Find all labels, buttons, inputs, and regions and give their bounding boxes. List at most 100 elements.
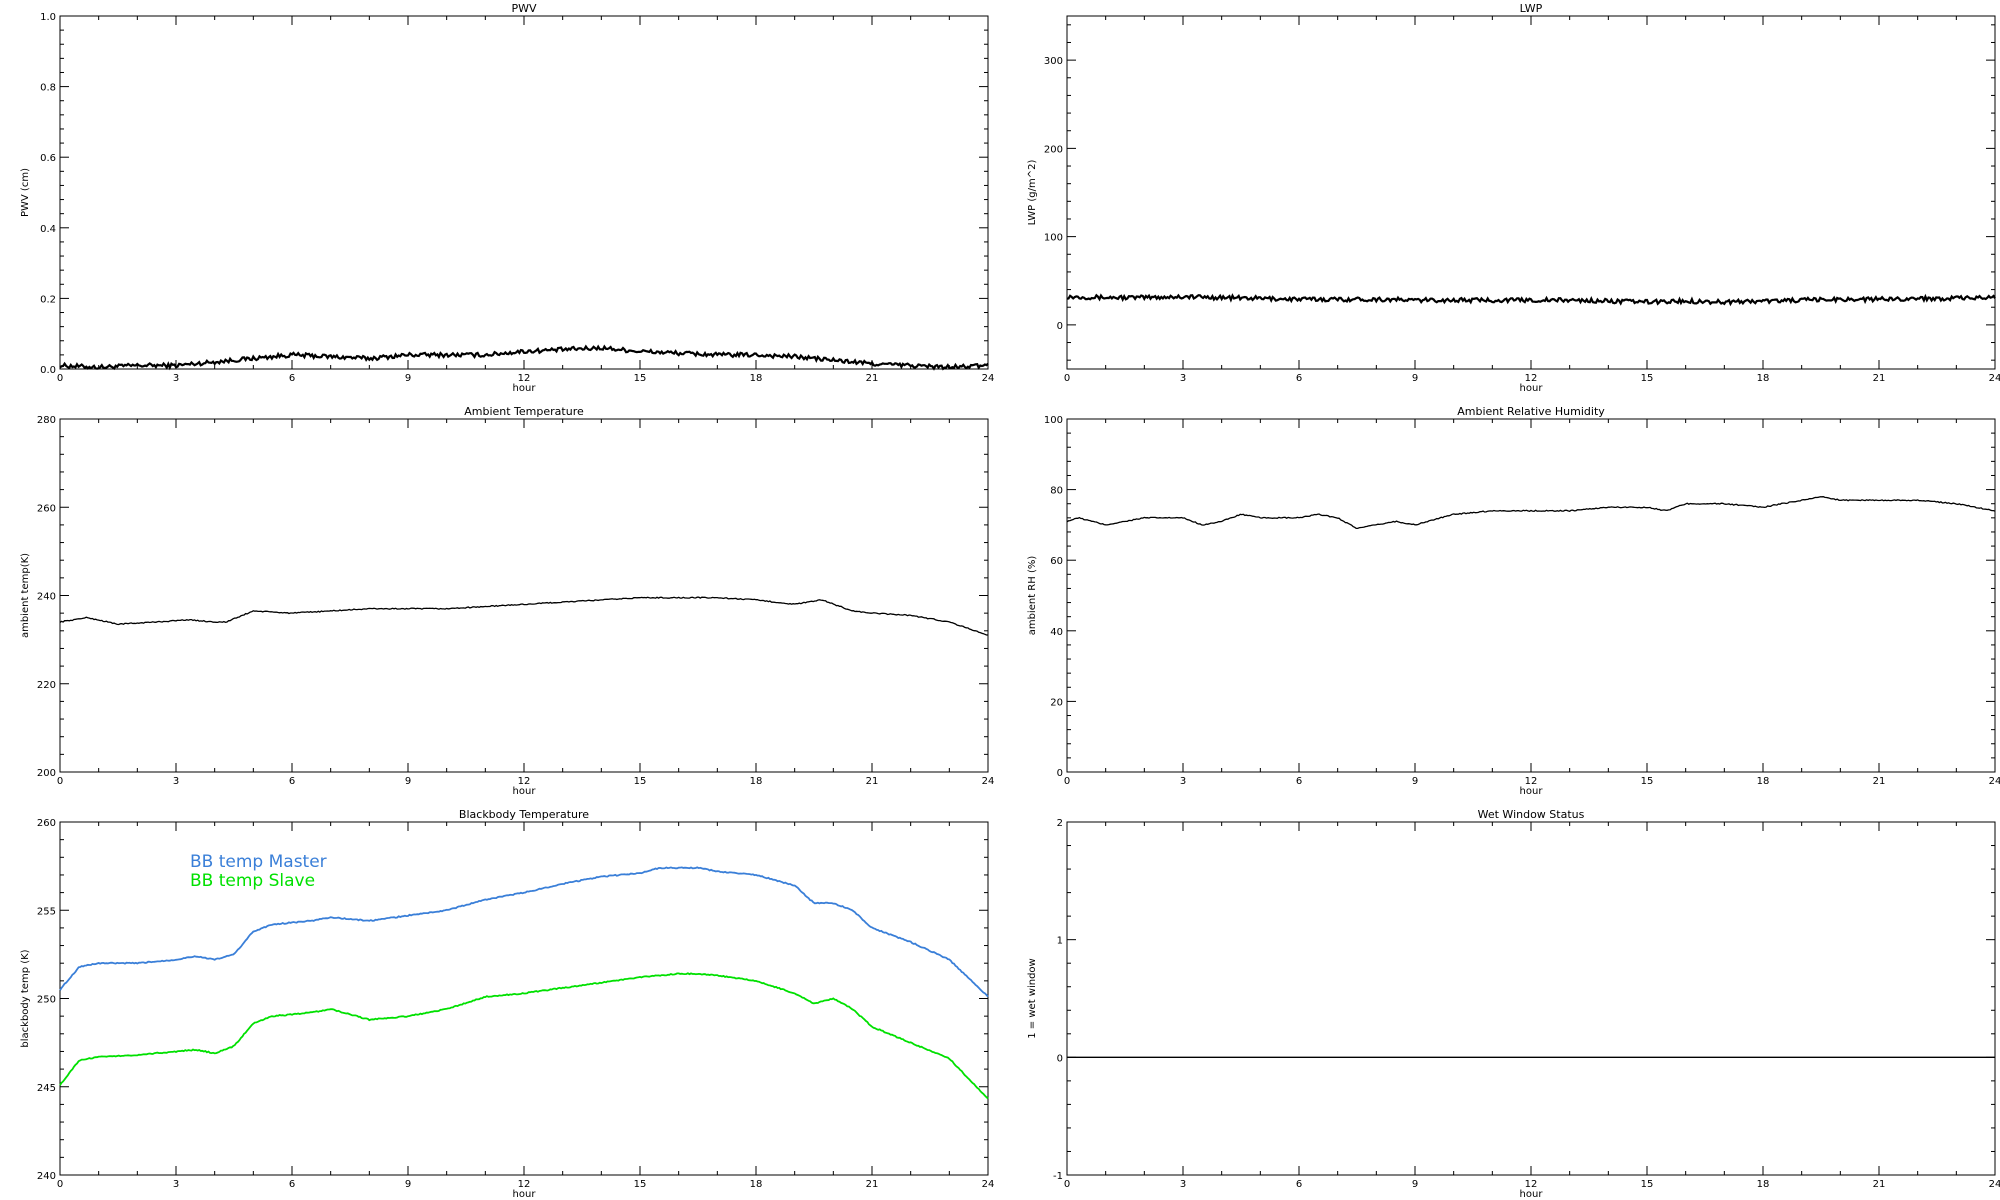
y-tick-label: 2: [1057, 818, 1063, 829]
x-tick-label: 18: [750, 373, 763, 384]
x-tick-label: 21: [1873, 373, 1886, 384]
y-tick-label: 260: [37, 503, 56, 514]
plot-frame: [1066, 418, 1996, 773]
y-tick-label: 80: [1050, 486, 1063, 497]
y-tick-label: 0: [1057, 768, 1063, 779]
x-tick-label: 9: [1412, 776, 1418, 787]
y-tick-label: -1: [1053, 1171, 1063, 1182]
legend-entry: BB temp Master: [190, 852, 327, 872]
x-tick-label: 21: [1873, 776, 1886, 787]
x-tick-label: 9: [405, 1179, 411, 1190]
x-axis-label: hour: [513, 786, 537, 797]
x-tick-label: 24: [982, 776, 995, 787]
x-tick-label: 12: [1525, 1179, 1538, 1190]
x-tick-label: 24: [982, 373, 995, 384]
x-axis-label: hour: [513, 383, 537, 394]
y-axis-label: PWV (cm): [20, 168, 31, 217]
x-axis-label: hour: [513, 1189, 537, 1200]
x-tick-label: 21: [866, 776, 879, 787]
y-tick-label: 0: [1057, 1053, 1063, 1064]
chart-panel-2: Ambient Temperature 0 3 6 9 12 15 18 21 24 hour 200…: [20, 405, 994, 797]
y-tick-label: 200: [37, 768, 56, 779]
y-tick-label: 280: [37, 415, 56, 426]
x-tick-label: 6: [289, 373, 295, 384]
chart-panel-4: Blackbody Temperature 0 3 6 9 12 15 18 21 24 hour 2…: [20, 808, 994, 1200]
x-tick-label: 12: [518, 373, 531, 384]
series-line-0: [1066, 293, 1996, 307]
x-tick-label: 9: [405, 776, 411, 787]
y-tick-label: 100: [1044, 415, 1063, 426]
x-tick-label: 6: [1296, 373, 1302, 384]
x-tick-label: 9: [405, 373, 411, 384]
y-tick-label: 60: [1050, 556, 1063, 567]
y-tick-label: 20: [1050, 697, 1063, 708]
y-tick-label: 40: [1050, 627, 1063, 638]
chart-title: Ambient Temperature: [464, 405, 584, 418]
x-tick-label: 6: [1296, 776, 1302, 787]
x-tick-label: 12: [1525, 776, 1538, 787]
y-tick-label: 0.4: [40, 224, 56, 235]
chart-title: Wet Window Status: [1478, 808, 1585, 821]
series-line-0: [59, 866, 989, 998]
y-axis-label: 1 = wet window: [1027, 958, 1038, 1038]
x-tick-label: 9: [1412, 1179, 1418, 1190]
x-tick-label: 15: [634, 776, 647, 787]
x-tick-label: 3: [1180, 776, 1186, 787]
x-tick-label: 15: [1641, 373, 1654, 384]
y-tick-label: 0: [1057, 321, 1063, 332]
y-tick-label: 255: [37, 906, 56, 917]
x-tick-label: 24: [1989, 373, 2000, 384]
plot-frame: [59, 15, 989, 370]
y-tick-label: 300: [1044, 56, 1063, 67]
x-tick-label: 3: [173, 776, 179, 787]
series-line-1: [59, 972, 989, 1100]
x-tick-label: 6: [289, 776, 295, 787]
x-tick-label: 3: [1180, 1179, 1186, 1190]
x-axis-label: hour: [1520, 786, 1544, 797]
x-tick-label: 15: [1641, 776, 1654, 787]
chart-title: PWV: [511, 2, 537, 15]
chart-panel-1: LWP 0 3 6 9 12 15 18 21 24 hour 0 100 200 300 LWP (g/m^…: [1027, 2, 2000, 394]
x-tick-label: 0: [57, 1179, 63, 1190]
series-line-0: [1066, 496, 1996, 530]
y-tick-label: 1.0: [40, 12, 56, 23]
x-tick-label: 18: [1757, 1179, 1770, 1190]
y-tick-label: 260: [37, 818, 56, 829]
y-tick-label: 240: [37, 1171, 56, 1182]
chart-title: Ambient Relative Humidity: [1457, 405, 1605, 418]
x-tick-label: 21: [866, 373, 879, 384]
x-tick-label: 18: [1757, 373, 1770, 384]
x-tick-label: 0: [1064, 1179, 1070, 1190]
x-tick-label: 18: [750, 1179, 763, 1190]
y-tick-label: 0.6: [40, 153, 56, 164]
y-tick-label: 0.0: [40, 365, 56, 376]
y-axis-label: blackbody temp (K): [20, 949, 31, 1047]
plot-frame: [1066, 821, 1996, 1176]
chart-panel-3: Ambient Relative Humidity 0 3 6 9 12 15 18 21 24 h…: [1027, 405, 2000, 797]
legend-entry: BB temp Slave: [190, 871, 315, 891]
x-tick-label: 3: [1180, 373, 1186, 384]
x-tick-label: 0: [57, 776, 63, 787]
chart-panel-0: PWV 0 3 6 9 12 15 18 21 24 hour 0.0 0.2 0.4 0.6 0.8 1.0 P…: [20, 2, 994, 394]
y-axis-label: LWP (g/m^2): [1027, 160, 1038, 226]
x-tick-label: 21: [866, 1179, 879, 1190]
y-tick-label: 0.8: [40, 83, 56, 94]
y-tick-label: 240: [37, 592, 56, 603]
x-tick-label: 24: [1989, 1179, 2000, 1190]
y-tick-label: 0.2: [40, 294, 56, 305]
x-tick-label: 18: [1757, 776, 1770, 787]
x-tick-label: 3: [173, 373, 179, 384]
series-line-0: [59, 344, 989, 371]
x-tick-label: 12: [518, 776, 531, 787]
y-axis-label: ambient RH (%): [1027, 556, 1038, 636]
x-tick-label: 3: [173, 1179, 179, 1190]
y-tick-label: 200: [1044, 144, 1063, 155]
x-axis-label: hour: [1520, 383, 1544, 394]
y-tick-label: 220: [37, 680, 56, 691]
x-tick-label: 6: [289, 1179, 295, 1190]
x-tick-label: 18: [750, 776, 763, 787]
x-tick-label: 9: [1412, 373, 1418, 384]
x-axis-label: hour: [1520, 1189, 1544, 1200]
